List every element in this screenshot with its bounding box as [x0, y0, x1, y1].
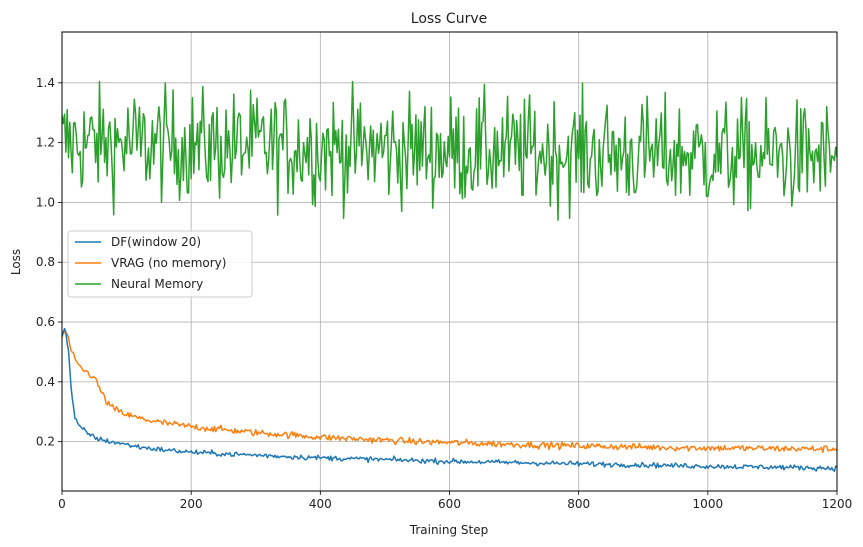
- legend-label: VRAG (no memory): [111, 256, 226, 270]
- y-tick-label: 1.0: [36, 195, 55, 209]
- series-line-df-window-20: [61, 327, 838, 473]
- y-tick-label: 0.4: [36, 375, 55, 389]
- series-line-neural-memory: [61, 80, 838, 221]
- legend: DF(window 20) VRAG (no memory) Neural Memo…: [67, 230, 253, 298]
- x-tick-label: 600: [438, 497, 461, 511]
- x-tick-label: 1200: [822, 497, 853, 511]
- x-tick-label: 400: [309, 497, 332, 511]
- y-axis-label: Loss: [9, 249, 23, 275]
- legend-label: DF(window 20): [111, 235, 201, 249]
- chart-title: Loss Curve: [411, 11, 487, 27]
- y-tick-label: 1.4: [36, 76, 55, 90]
- x-tick-label: 1000: [693, 497, 724, 511]
- y-tick-label: 0.2: [36, 435, 55, 449]
- y-tick-label: 0.8: [36, 255, 55, 269]
- y-tick-label: 0.6: [36, 315, 55, 329]
- x-tick-label: 200: [180, 497, 203, 511]
- y-axis-ticks: 0.2 0.4 0.6 0.8 1.0 1.2 1.4: [36, 76, 62, 449]
- x-axis-label: Training Step: [409, 523, 489, 537]
- legend-box: [67, 230, 253, 298]
- x-axis-ticks: 0 200 400 600 800 1000 1200: [58, 491, 852, 511]
- y-tick-label: 1.2: [36, 136, 55, 150]
- legend-label: Neural Memory: [111, 277, 203, 291]
- series-line-vrag-no-memory: [61, 330, 838, 454]
- series-layer: [61, 80, 838, 473]
- x-tick-label: 800: [567, 497, 590, 511]
- x-tick-label: 0: [58, 497, 66, 511]
